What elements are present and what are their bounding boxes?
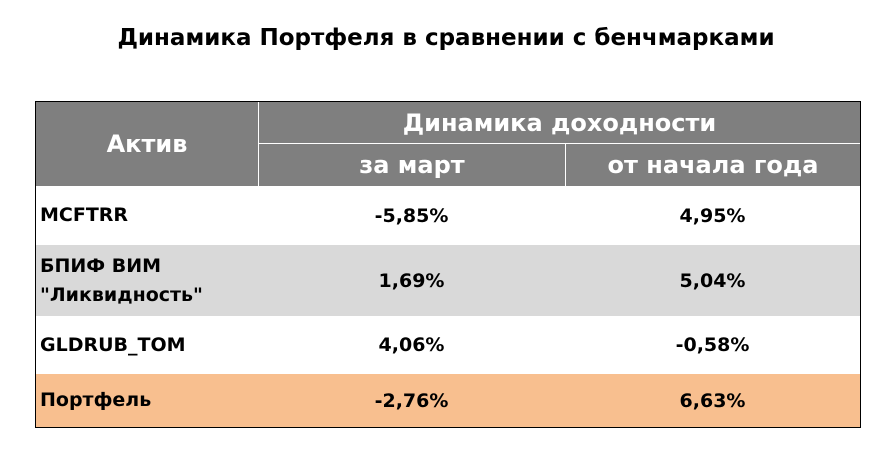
asset-name: GLDRUB_TOM bbox=[40, 333, 186, 356]
asset-name: Портфель bbox=[40, 389, 152, 412]
table-frame bbox=[35, 101, 861, 428]
asset-name: БПИФ ВИМ "Ликвидность" bbox=[40, 255, 203, 306]
row-background bbox=[36, 245, 860, 316]
ytd-return: 5,04% bbox=[679, 269, 746, 292]
month-return: -2,76% bbox=[374, 389, 449, 412]
header-asset: Актив bbox=[36, 102, 258, 186]
header-group: Динамика доходности bbox=[259, 102, 860, 143]
title: Динамика Портфеля в сравнении с бенчмарк… bbox=[117, 25, 775, 51]
month-return: 4,06% bbox=[378, 334, 445, 356]
row-background bbox=[36, 374, 860, 427]
ytd-return: 4,95% bbox=[679, 204, 746, 227]
ytd-return: 6,63% bbox=[679, 389, 746, 412]
month-return: 1,69% bbox=[378, 269, 445, 292]
row-background bbox=[36, 186, 860, 245]
header-month: за март bbox=[259, 144, 565, 186]
month-return: -5,85% bbox=[374, 204, 449, 227]
row-background bbox=[36, 316, 860, 374]
header-ytd: от начала года bbox=[566, 144, 860, 186]
asset-name: MCFTRR bbox=[40, 204, 129, 227]
ytd-return: -0,58% bbox=[675, 334, 750, 356]
